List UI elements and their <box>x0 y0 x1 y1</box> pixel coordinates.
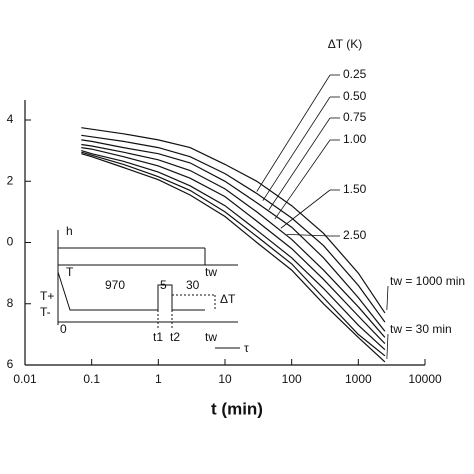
curve <box>81 143 386 338</box>
leader-line <box>274 139 331 220</box>
leader-line <box>268 117 331 211</box>
legend-entry: 0.50 <box>343 89 367 103</box>
inset-label: tw <box>205 265 217 279</box>
curve <box>81 151 386 357</box>
leader-line <box>280 189 331 229</box>
x-tick-label: 1000 <box>345 372 372 386</box>
x-tick-label: 10 <box>218 372 232 386</box>
inset-label: t1 <box>153 330 163 344</box>
y-tick-label: 4 <box>7 112 14 126</box>
inset-label: 0 <box>60 322 67 336</box>
x-tick-label: 10000 <box>408 372 442 386</box>
curve <box>81 147 386 345</box>
legend-title: ΔT (K) <box>328 37 362 51</box>
inset-label: tw <box>205 330 217 344</box>
y-tick-label: 2 <box>7 173 14 187</box>
leader-line <box>386 285 389 310</box>
y-tick-label: 6 <box>7 357 14 371</box>
x-tick-label: 1 <box>155 372 162 386</box>
legend-entry: 0.25 <box>343 67 367 81</box>
curve-label: tw = 30 min <box>390 322 452 336</box>
inset: h T T+ T- 970 5 30 ΔT 0 t1 t2 tw tw τ <box>40 224 249 355</box>
leader-line <box>386 333 389 359</box>
y-tick-label: 8 <box>7 296 14 310</box>
inset-label: T- <box>40 305 51 319</box>
leader-line <box>286 233 331 237</box>
leader-line <box>262 96 331 201</box>
inset-label: T <box>66 265 74 279</box>
legend-entry: 2.50 <box>343 228 367 242</box>
inset-profile <box>57 271 205 311</box>
inset-label: 970 <box>105 278 125 292</box>
y-tick-label: 0 <box>7 235 14 249</box>
inset-label: 5 <box>160 278 167 292</box>
x-tick-label: 0.01 <box>13 372 37 386</box>
legend-entry: 0.75 <box>343 110 367 124</box>
curve <box>81 139 386 332</box>
x-tick-label: 100 <box>282 372 302 386</box>
curve <box>81 134 386 323</box>
curve <box>81 127 386 314</box>
x-axis-label: t (min) <box>211 399 263 418</box>
x-tick-label: 0.1 <box>83 372 100 386</box>
inset-label: h <box>66 224 73 238</box>
curve <box>81 150 386 351</box>
inset-label: τ <box>244 341 249 355</box>
legend-entry: 1.50 <box>343 182 367 196</box>
inset-label: t2 <box>170 330 180 344</box>
legend-entry: 1.00 <box>343 132 367 146</box>
inset-label: ΔT <box>220 292 236 306</box>
leader-line <box>256 74 331 192</box>
inset-label: 30 <box>186 278 200 292</box>
inset-label: T+ <box>40 289 54 303</box>
curve <box>81 153 386 363</box>
curve-label: tw = 1000 min <box>390 274 465 288</box>
